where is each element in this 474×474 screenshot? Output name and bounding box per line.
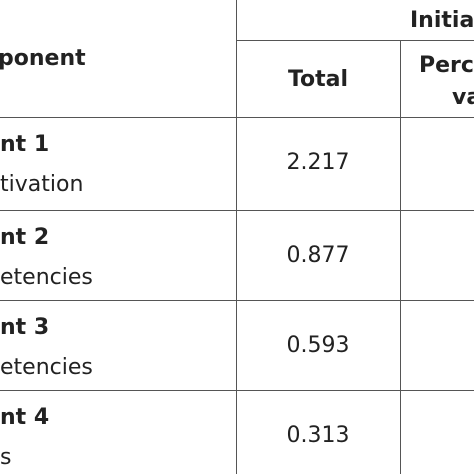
row-divider [0,300,474,301]
component-description: etencies [0,355,93,380]
component-name: nt 3 [0,315,50,340]
component-description: tivation [0,172,84,197]
component-name: nt 4 [0,405,50,430]
component-description: etencies [0,265,93,290]
total-value: 0.877 [286,243,350,268]
component-name: nt 1 [0,132,50,157]
total-header: Total [287,67,349,92]
column-divider [236,0,237,474]
component-header: ponent [0,46,86,71]
total-value: 0.593 [286,333,350,358]
row-divider [0,390,474,391]
header-bottom [0,117,474,118]
total-value: 0.313 [286,423,350,448]
component-description: s [0,445,12,470]
header-divider [236,40,474,41]
row-divider [0,210,474,211]
column-divider [400,40,401,474]
percent-header: Perc [419,53,474,78]
percent-header: va [452,85,474,110]
total-value: 2.217 [286,150,350,175]
group-header: Initia [410,8,474,33]
component-name: nt 2 [0,225,50,250]
